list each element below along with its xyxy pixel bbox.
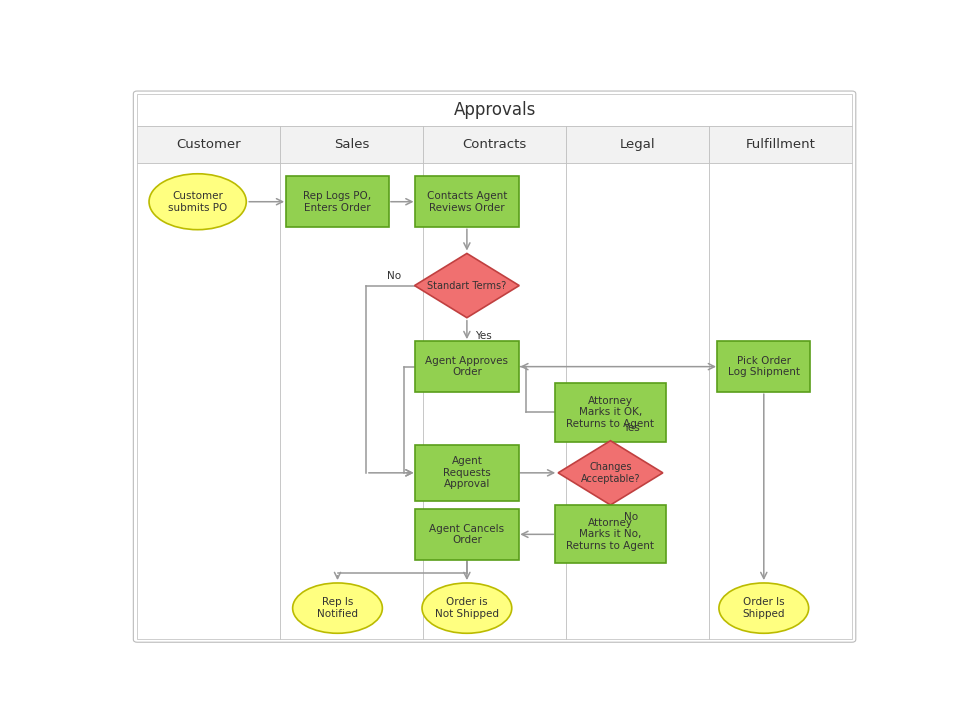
FancyBboxPatch shape [717, 341, 811, 392]
FancyBboxPatch shape [137, 163, 280, 640]
Text: Agent
Requests
Approval: Agent Requests Approval [443, 456, 491, 489]
Polygon shape [558, 441, 663, 505]
FancyBboxPatch shape [415, 509, 519, 560]
Text: Contracts: Contracts [462, 138, 527, 151]
Polygon shape [415, 253, 519, 318]
FancyBboxPatch shape [286, 176, 390, 227]
Text: Legal: Legal [620, 138, 655, 151]
Text: Contacts Agent
Reviews Order: Contacts Agent Reviews Order [427, 191, 507, 213]
Text: Order Is
Shipped: Order Is Shipped [742, 597, 786, 619]
Text: Rep Logs PO,
Enters Order: Rep Logs PO, Enters Order [303, 191, 372, 213]
FancyBboxPatch shape [133, 91, 856, 643]
Text: Attorney
Marks it No,
Returns to Agent: Attorney Marks it No, Returns to Agent [566, 518, 654, 551]
Ellipse shape [149, 174, 246, 229]
Ellipse shape [719, 583, 809, 633]
Text: Agent Cancels
Order: Agent Cancels Order [429, 523, 505, 545]
Ellipse shape [292, 583, 382, 633]
Text: Rep Is
Notified: Rep Is Notified [317, 597, 358, 619]
FancyBboxPatch shape [555, 505, 666, 563]
Text: No: No [624, 513, 639, 522]
Text: Customer: Customer [177, 138, 241, 151]
FancyBboxPatch shape [555, 383, 666, 441]
Text: Standart Terms?: Standart Terms? [427, 280, 507, 290]
FancyBboxPatch shape [280, 126, 423, 163]
FancyBboxPatch shape [415, 445, 519, 500]
Text: Attorney
Marks it OK,
Returns to Agent: Attorney Marks it OK, Returns to Agent [566, 396, 654, 429]
Text: Approvals: Approvals [454, 101, 536, 119]
Text: Pick Order
Log Shipment: Pick Order Log Shipment [728, 356, 800, 378]
Text: Fulfillment: Fulfillment [746, 138, 815, 151]
Text: Yes: Yes [475, 330, 492, 340]
FancyBboxPatch shape [423, 163, 566, 640]
FancyBboxPatch shape [415, 341, 519, 392]
Text: Customer
submits PO: Customer submits PO [168, 191, 228, 213]
FancyBboxPatch shape [566, 126, 709, 163]
Text: Changes
Acceptable?: Changes Acceptable? [581, 462, 640, 484]
FancyBboxPatch shape [423, 126, 566, 163]
Text: Yes: Yes [623, 423, 640, 433]
FancyBboxPatch shape [709, 126, 852, 163]
Text: Order is
Not Shipped: Order is Not Shipped [435, 597, 499, 619]
FancyBboxPatch shape [280, 163, 423, 640]
FancyBboxPatch shape [415, 176, 519, 227]
FancyBboxPatch shape [709, 163, 852, 640]
Text: Sales: Sales [334, 138, 370, 151]
Ellipse shape [422, 583, 511, 633]
FancyBboxPatch shape [137, 94, 852, 126]
Text: No: No [387, 271, 401, 280]
FancyBboxPatch shape [137, 126, 280, 163]
Text: Agent Approves
Order: Agent Approves Order [426, 356, 509, 378]
FancyBboxPatch shape [566, 163, 709, 640]
